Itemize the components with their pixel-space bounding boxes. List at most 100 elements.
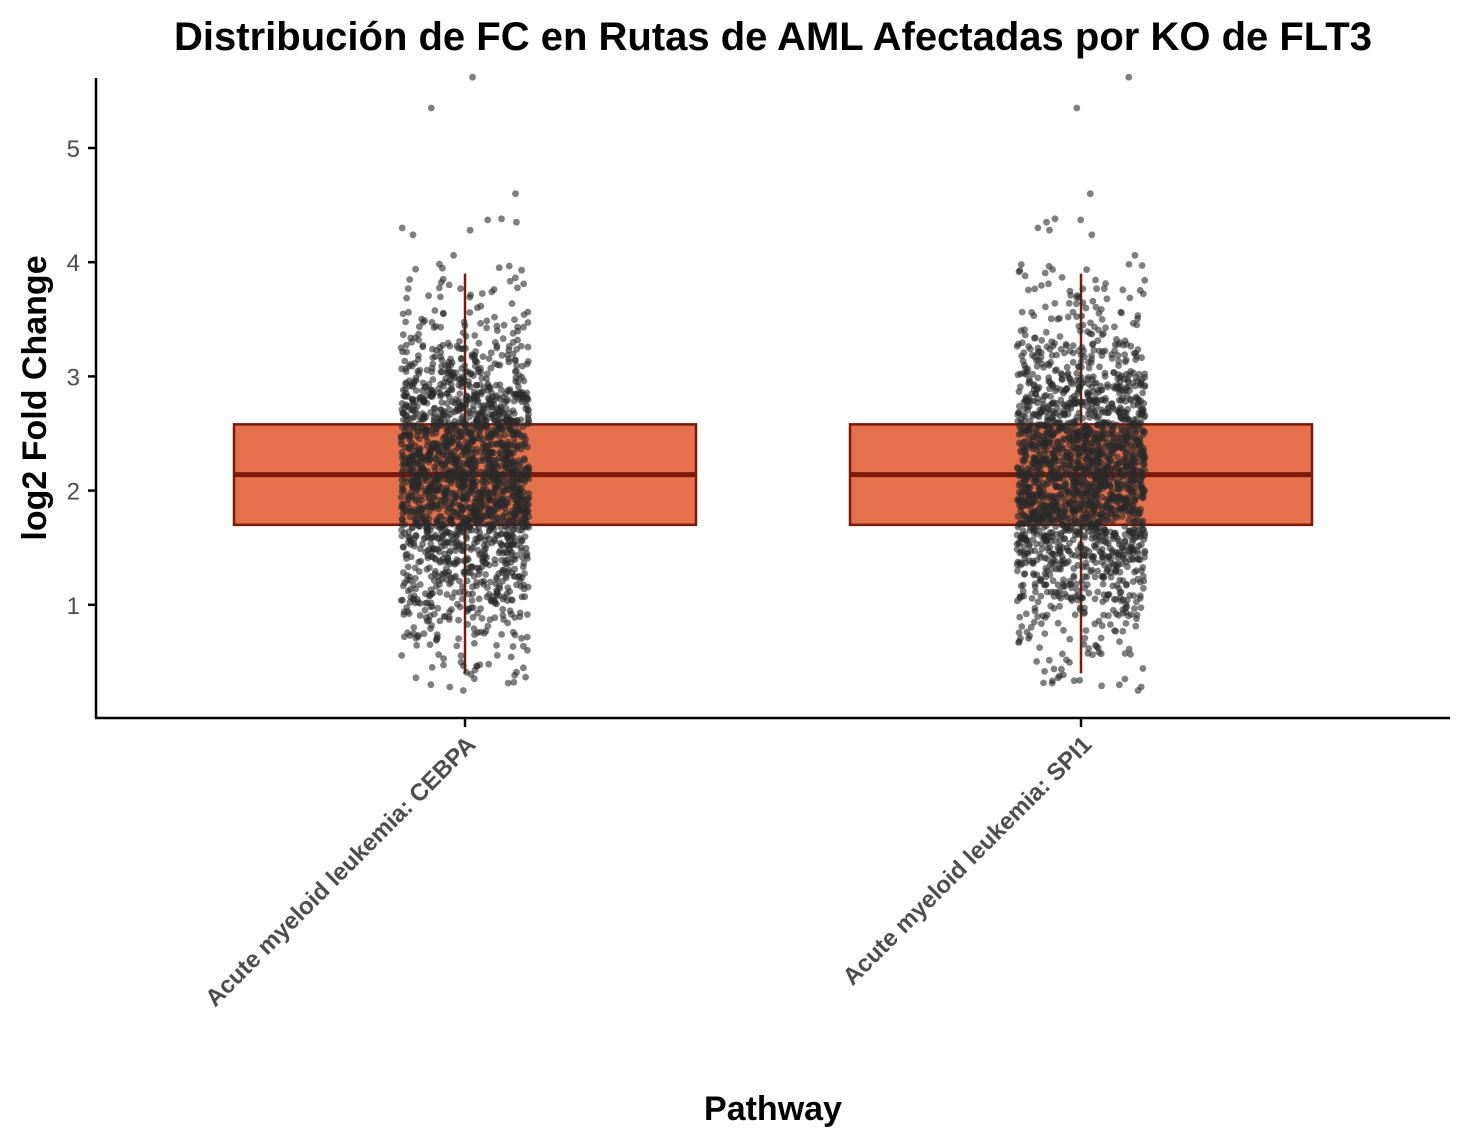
data-point	[1042, 581, 1049, 589]
data-point	[1048, 679, 1056, 687]
data-point	[411, 423, 419, 430]
data-point	[1112, 568, 1119, 576]
data-point	[486, 385, 494, 393]
data-point	[476, 661, 484, 669]
data-point	[1077, 358, 1085, 365]
data-point	[1075, 322, 1083, 330]
data-point	[1103, 502, 1110, 510]
data-point	[1137, 505, 1144, 513]
data-point	[442, 565, 450, 572]
data-point	[418, 505, 426, 513]
y-tick-label: 5	[67, 136, 80, 163]
data-point	[1112, 561, 1120, 569]
data-point	[478, 408, 485, 416]
data-point	[524, 495, 532, 503]
data-point	[1031, 334, 1039, 342]
data-point	[440, 310, 447, 318]
data-point	[513, 552, 520, 559]
outlier-point	[1034, 224, 1042, 232]
data-point	[1028, 390, 1035, 398]
data-point	[1096, 363, 1103, 371]
data-point	[1056, 587, 1063, 595]
data-point	[435, 581, 443, 588]
data-point	[410, 542, 418, 550]
data-point	[1137, 541, 1145, 549]
data-point	[445, 613, 453, 621]
data-point	[435, 483, 443, 491]
data-point	[397, 433, 405, 441]
data-point	[485, 355, 493, 362]
data-point	[1098, 505, 1105, 513]
data-point	[1122, 450, 1130, 457]
data-point	[1021, 570, 1029, 577]
data-point	[1114, 535, 1121, 542]
data-point	[1016, 423, 1024, 431]
data-point	[1108, 355, 1116, 362]
data-point	[1107, 621, 1114, 628]
data-point	[515, 462, 523, 470]
data-point	[1112, 627, 1119, 635]
data-point	[467, 670, 475, 678]
data-point	[1070, 473, 1078, 481]
data-point	[1141, 383, 1148, 390]
data-point	[403, 348, 410, 356]
data-point	[1075, 347, 1083, 355]
box-group-2	[848, 73, 1314, 694]
data-point	[495, 570, 503, 578]
data-point	[434, 476, 442, 483]
data-point	[476, 457, 483, 464]
data-point	[509, 643, 517, 650]
data-point	[1014, 371, 1022, 379]
data-point	[437, 406, 445, 414]
outlier-point	[469, 73, 476, 81]
data-point	[1046, 493, 1054, 501]
data-point	[1018, 352, 1026, 360]
data-point	[405, 415, 413, 423]
data-point	[1090, 553, 1098, 560]
data-point	[508, 300, 516, 307]
data-point	[508, 549, 516, 556]
data-point	[1089, 457, 1097, 464]
data-point	[402, 422, 410, 429]
data-point	[1081, 634, 1089, 642]
data-point	[487, 410, 494, 418]
data-point	[436, 448, 444, 456]
data-point	[444, 442, 452, 450]
data-point	[441, 418, 449, 426]
data-point	[1129, 546, 1136, 554]
data-point	[459, 518, 467, 526]
data-point	[510, 410, 518, 417]
data-point	[491, 313, 498, 321]
data-point	[506, 588, 514, 595]
data-point	[429, 376, 437, 383]
data-point	[431, 404, 438, 412]
data-point	[1130, 529, 1138, 537]
data-point	[1114, 481, 1121, 488]
data-point	[1137, 485, 1145, 493]
data-point	[1030, 312, 1038, 320]
data-point	[1130, 592, 1138, 600]
data-point	[1031, 583, 1039, 590]
data-point	[1098, 459, 1106, 467]
data-point	[504, 542, 511, 549]
data-point	[469, 464, 477, 471]
data-point	[505, 262, 513, 270]
data-point	[513, 581, 520, 589]
data-point	[1127, 442, 1135, 449]
data-point	[511, 428, 519, 435]
data-point	[410, 592, 418, 599]
data-point	[471, 631, 478, 638]
data-point	[417, 483, 425, 491]
data-point	[1036, 450, 1044, 458]
jitter-points	[1013, 73, 1149, 694]
data-point	[1105, 476, 1113, 484]
data-point	[505, 467, 512, 475]
data-point	[1115, 407, 1122, 415]
data-point	[1099, 531, 1107, 539]
data-point	[1066, 287, 1074, 295]
data-point	[502, 574, 510, 582]
data-point	[1025, 520, 1032, 527]
data-point	[1042, 522, 1050, 530]
data-point	[1122, 356, 1130, 364]
data-point	[494, 361, 502, 369]
